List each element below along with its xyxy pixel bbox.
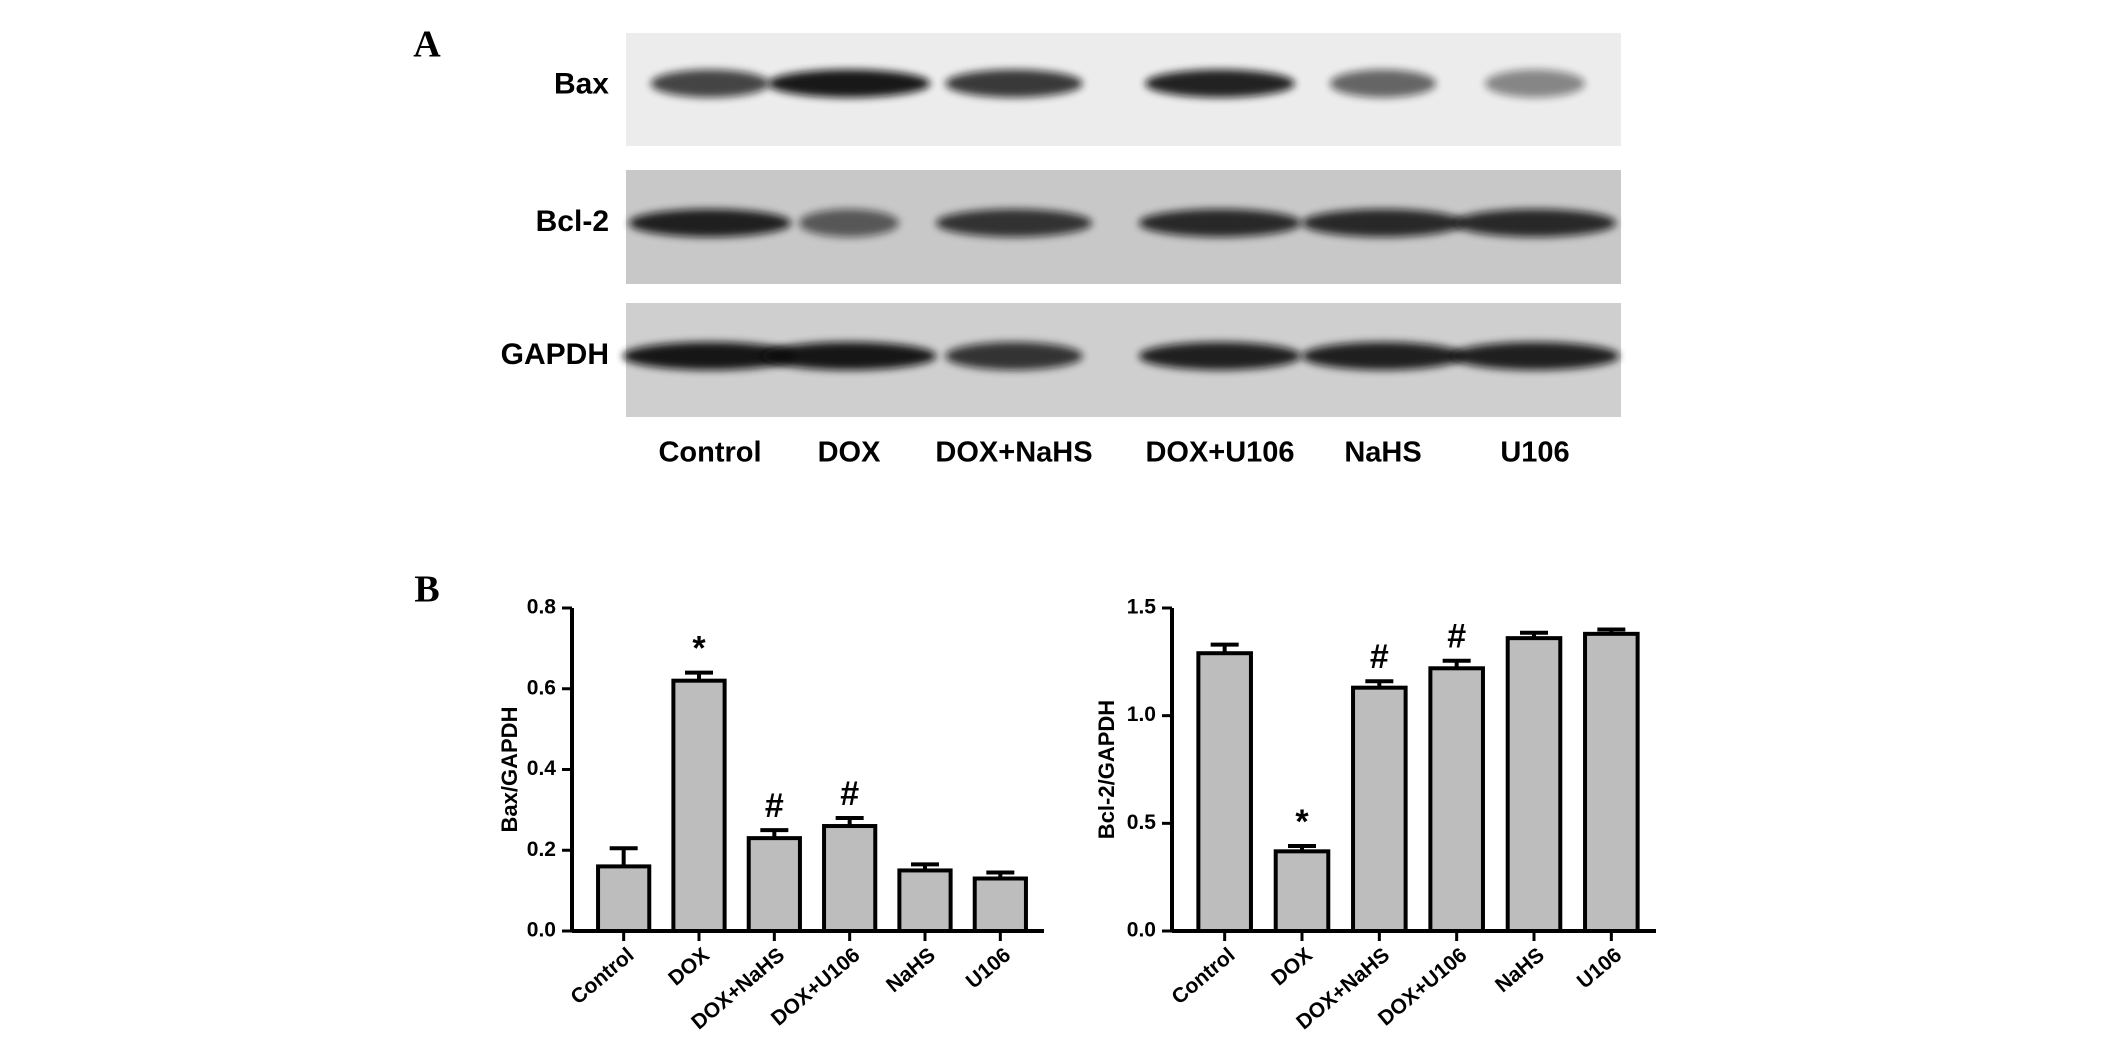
error-bar bbox=[609, 846, 638, 867]
error-bar bbox=[1597, 627, 1626, 634]
bar bbox=[1273, 849, 1331, 933]
bar bbox=[596, 864, 652, 934]
blot-band bbox=[945, 69, 1083, 98]
bar bbox=[1505, 636, 1563, 933]
x-tick-label: Control bbox=[566, 943, 638, 1009]
blot-band bbox=[1138, 342, 1302, 370]
x-tick-label: NaHS bbox=[1491, 943, 1549, 997]
lane-label: DOX+NaHS bbox=[935, 437, 1092, 469]
bar bbox=[1428, 666, 1485, 933]
significance-marker: * bbox=[1295, 803, 1309, 841]
x-tick-label: U106 bbox=[1573, 943, 1626, 993]
significance-marker: # bbox=[1370, 638, 1389, 676]
row-label: Bax bbox=[554, 67, 609, 100]
y-tick-label: 0.0 bbox=[527, 919, 556, 942]
blot-band bbox=[622, 342, 798, 370]
panel-label: A bbox=[413, 24, 441, 66]
x-tick-label: Control bbox=[1167, 943, 1239, 1009]
y-tick-label: 0.8 bbox=[527, 596, 557, 619]
y-axis-label: Bcl-2/GAPDH bbox=[1094, 700, 1119, 839]
x-tick-label: DOX bbox=[1267, 943, 1317, 990]
bar bbox=[822, 824, 878, 934]
lane-label: NaHS bbox=[1344, 437, 1421, 469]
blot-band bbox=[1485, 69, 1585, 98]
blot-band bbox=[1301, 209, 1465, 237]
error-bar bbox=[1365, 679, 1394, 688]
x-tick-label: NaHS bbox=[882, 943, 940, 997]
lane-label: U106 bbox=[1500, 437, 1569, 469]
blot-band bbox=[1301, 342, 1465, 370]
blot-band bbox=[761, 342, 937, 370]
lane-label: Control bbox=[658, 437, 761, 469]
row-label: Bcl-2 bbox=[536, 205, 609, 238]
blot-band bbox=[945, 342, 1083, 370]
panel-label: B bbox=[414, 569, 439, 611]
lane-label: DOX+U106 bbox=[1145, 437, 1294, 469]
row-label: GAPDH bbox=[501, 338, 609, 371]
blot-band bbox=[1453, 209, 1617, 237]
blot-band bbox=[1450, 342, 1620, 370]
bar bbox=[897, 868, 953, 933]
bar bbox=[1351, 685, 1408, 933]
bar bbox=[1196, 651, 1253, 933]
error-bar bbox=[986, 870, 1015, 879]
blot-band bbox=[935, 209, 1093, 237]
y-axis-label: Bax/GAPDH bbox=[497, 707, 522, 833]
blot-band bbox=[628, 209, 792, 237]
significance-marker: # bbox=[840, 775, 859, 813]
y-tick-label: 0.6 bbox=[527, 676, 556, 699]
error-bar bbox=[835, 815, 864, 827]
y-tick-label: 1.0 bbox=[1127, 703, 1156, 726]
error-bar bbox=[911, 862, 939, 871]
significance-marker: # bbox=[765, 787, 784, 825]
bar bbox=[746, 836, 802, 934]
y-tick-label: 1.5 bbox=[1127, 596, 1157, 619]
error-bar bbox=[1210, 642, 1239, 654]
lane-label: DOX bbox=[818, 437, 882, 469]
y-tick-label: 0.4 bbox=[527, 757, 557, 780]
y-tick-label: 0.5 bbox=[1127, 811, 1157, 834]
error-bar bbox=[685, 670, 713, 681]
significance-marker: # bbox=[1447, 618, 1466, 656]
y-tick-label: 0.2 bbox=[527, 838, 556, 861]
blot-strip bbox=[626, 33, 1621, 146]
blot-band bbox=[650, 69, 770, 98]
bar bbox=[972, 876, 1028, 934]
bar bbox=[1583, 631, 1640, 934]
error-bar bbox=[1288, 843, 1316, 852]
significance-marker: * bbox=[692, 630, 706, 668]
error-bar bbox=[1520, 630, 1548, 639]
blot-band bbox=[1138, 209, 1302, 237]
blot-band bbox=[799, 209, 899, 237]
y-tick-label: 0.0 bbox=[1127, 919, 1156, 942]
x-tick-label: U106 bbox=[962, 943, 1015, 993]
bar bbox=[671, 678, 727, 933]
blot-band bbox=[767, 69, 931, 98]
error-bar bbox=[1442, 658, 1471, 669]
blot-band bbox=[1145, 69, 1295, 98]
blot-band bbox=[1329, 69, 1437, 98]
x-tick-label: DOX bbox=[664, 943, 714, 990]
error-bar bbox=[760, 828, 789, 839]
